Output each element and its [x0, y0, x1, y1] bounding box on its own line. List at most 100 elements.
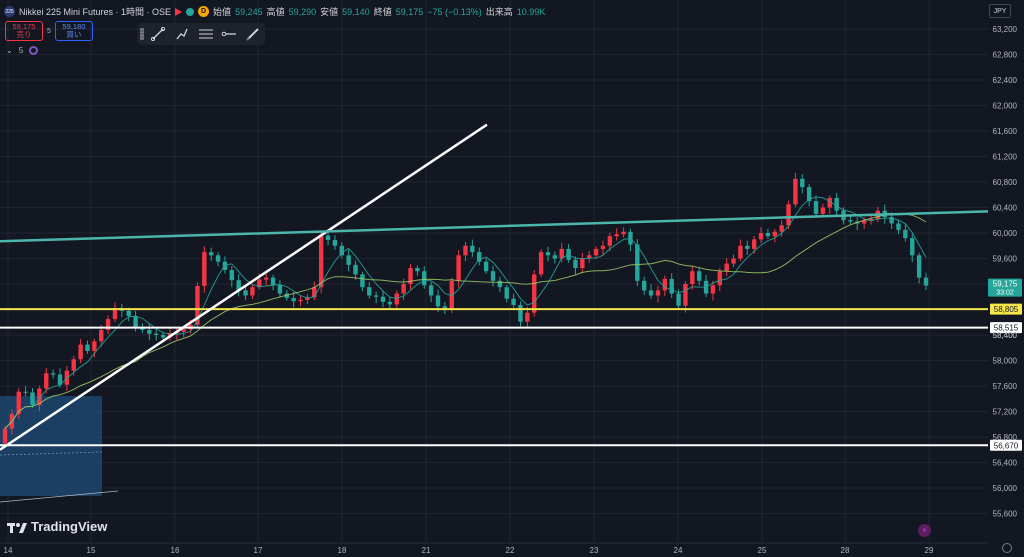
chevron-down-icon[interactable]: ⌄ [6, 46, 13, 55]
candle-body [470, 245, 475, 253]
candle-body [373, 295, 379, 297]
candle-body [284, 293, 289, 299]
sell-button[interactable]: 59,175 売り [5, 21, 43, 41]
candle-body [642, 280, 647, 291]
candle-body [552, 255, 558, 259]
candle-body [298, 299, 303, 302]
candle-body [648, 290, 654, 296]
buy-button[interactable]: 59,180 買い [54, 21, 93, 41]
x-tick-label: 22 [506, 546, 515, 555]
candle-body [806, 187, 812, 202]
candle-body [257, 279, 262, 288]
tradingview-logo-icon [7, 522, 27, 533]
y-tick-label: 58,000 [993, 357, 1018, 366]
candle-body [683, 284, 688, 306]
candle-body [779, 225, 784, 232]
candle-body [724, 263, 729, 272]
currency-button[interactable]: JPY [989, 4, 1011, 18]
spread-value: 5 [47, 27, 51, 35]
candle-body [710, 285, 716, 294]
candle-body [573, 259, 578, 269]
x-tick-label: 24 [674, 546, 683, 555]
brand-name: TradingView [31, 519, 108, 534]
candle-body [291, 298, 296, 302]
indicator-icon[interactable] [29, 46, 39, 55]
candle-body [23, 391, 28, 393]
high-label: 高値 [266, 7, 285, 17]
candle-body [504, 287, 509, 299]
y-tick-label: 56,800 [993, 433, 1018, 442]
last-price-label: 59,175 [993, 280, 1018, 289]
candle-body [442, 306, 448, 310]
horizontal-ray-icon[interactable] [220, 25, 238, 43]
candle-body [593, 248, 599, 256]
candle-body [738, 245, 743, 259]
open-value: 59,245 [235, 6, 263, 17]
candle-body [78, 344, 83, 360]
level-price-label: 56,670 [994, 441, 1019, 450]
candle-body [758, 233, 764, 240]
candle-body [202, 252, 207, 286]
buy-price: 59,180 [62, 22, 86, 31]
drawing-toolbar [137, 23, 265, 45]
open-label: 始値 [213, 7, 232, 17]
candle-body [312, 287, 317, 298]
y-tick-label: 62,400 [993, 76, 1018, 85]
candle-body [401, 284, 406, 294]
candle-body [428, 285, 434, 296]
x-tick-label: 16 [171, 546, 180, 555]
x-tick-label: 21 [422, 546, 431, 555]
candle-body [99, 329, 104, 342]
candle-body [772, 231, 777, 237]
data-delay-icon: D [198, 6, 210, 17]
x-tick-label: 18 [338, 546, 347, 555]
candle-body [367, 287, 372, 296]
candle-body [339, 245, 344, 256]
drag-handle-icon[interactable] [139, 28, 144, 40]
candle-body [497, 280, 503, 288]
candle-body [435, 295, 441, 307]
level-price-tag [990, 303, 1022, 315]
y-tick-label-partial: 58,400 [993, 331, 1018, 340]
candle-body [655, 290, 661, 296]
candle-body [332, 240, 338, 246]
candle-body [263, 277, 269, 280]
symbol-title[interactable]: Nikkei 225 Mini Futures · 1時間 · OSE [19, 7, 172, 17]
candle-body [848, 220, 853, 222]
y-tick-label: 56,400 [993, 459, 1018, 468]
candle-body [208, 252, 214, 256]
bolt-icon[interactable]: ⚡ [918, 524, 931, 537]
price-axis [988, 0, 1024, 557]
symbol-legend[interactable]: 225 Nikkei 225 Mini Futures · 1時間 · OSE … [4, 5, 545, 18]
candle-body [112, 308, 118, 320]
y-tick-label: 56,000 [993, 484, 1018, 493]
moving-average-slow [4, 213, 927, 430]
gear-icon[interactable] [1002, 543, 1012, 553]
candle-body [408, 268, 413, 284]
parallel-channel-icon[interactable] [197, 25, 215, 43]
flag-icon[interactable] [175, 7, 183, 16]
trendline-icon[interactable] [149, 25, 167, 43]
volume-value: 10.99K [516, 6, 546, 17]
polyline-icon[interactable] [173, 25, 191, 43]
pencil-icon[interactable] [244, 25, 262, 43]
indicators-toggle[interactable]: ⌄ 5 [6, 46, 39, 55]
candle-body [717, 271, 723, 286]
candle-body [910, 238, 915, 256]
y-tick-label: 60,400 [993, 204, 1018, 213]
range-box-midline [0, 451, 103, 456]
last-price-tag [988, 278, 1022, 297]
close-label: 終値 [373, 7, 392, 17]
candle-body [154, 333, 159, 335]
candle-body [229, 269, 235, 281]
candle-body [415, 268, 420, 272]
y-tick-label: 60,800 [993, 178, 1018, 187]
candle-body [607, 236, 613, 246]
candle-body [325, 235, 331, 241]
candle-body [580, 258, 585, 269]
candle-body [483, 261, 489, 272]
candle-body [538, 252, 544, 275]
trade-panel: 59,175 売り 5 59,180 買い [5, 21, 93, 41]
candle-body [30, 392, 35, 406]
